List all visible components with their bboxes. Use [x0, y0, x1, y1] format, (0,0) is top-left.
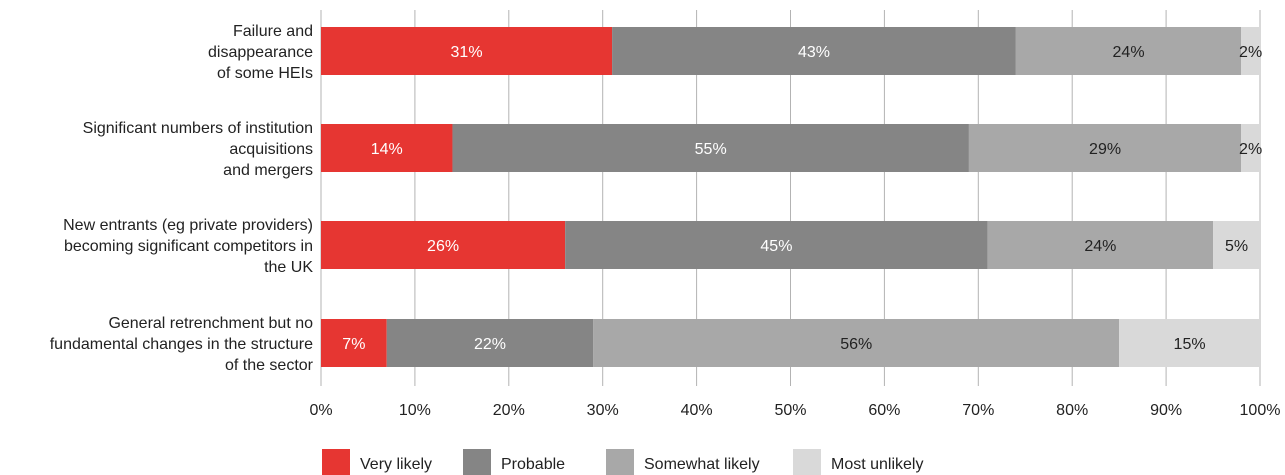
- bar-segment: [1119, 319, 1260, 367]
- bar-segment: [987, 221, 1214, 269]
- x-tick-label: 70%: [962, 402, 994, 419]
- x-tick-label: 10%: [399, 402, 431, 419]
- bar-segment: [321, 124, 453, 172]
- data-label: 43%: [798, 44, 830, 61]
- data-label: 2%: [1239, 141, 1262, 158]
- data-label: 29%: [1089, 141, 1121, 158]
- bars: 31% 43% 24% 2% 14% 55% 29% 2% 26% 45% 24% 5% 7% 22% 56…: [321, 27, 1262, 367]
- legend-swatch: [793, 449, 821, 475]
- category-label: of some HEIs: [217, 65, 313, 82]
- data-label: 56%: [840, 336, 872, 353]
- x-tick-label: 80%: [1056, 402, 1088, 419]
- legend-label: Very likely: [360, 456, 432, 473]
- data-label: 5%: [1225, 238, 1248, 255]
- x-tick-label: 50%: [774, 402, 806, 419]
- bar-segment: [321, 221, 566, 269]
- category-label: acquisitions: [229, 141, 313, 158]
- category-label: becoming significant competitors in: [64, 238, 313, 255]
- category-labels: Failure and disappearance of some HEIs Sign…: [50, 23, 314, 374]
- bar-segment: [321, 319, 387, 367]
- category-label: and mergers: [223, 162, 313, 179]
- bar-segment: [386, 319, 594, 367]
- bar-segment: [1015, 27, 1242, 75]
- data-label: 26%: [427, 238, 459, 255]
- legend-label: Probable: [501, 456, 565, 473]
- data-label: 22%: [474, 336, 506, 353]
- legend-swatch: [463, 449, 491, 475]
- data-label: 45%: [760, 238, 792, 255]
- bar-segment: [1241, 27, 1260, 75]
- category-label: of the sector: [225, 357, 314, 374]
- data-label: 24%: [1113, 44, 1145, 61]
- x-tick-label: 30%: [587, 402, 619, 419]
- legend-swatch: [322, 449, 350, 475]
- bar-segment: [1213, 221, 1260, 269]
- bar-segment: [968, 124, 1242, 172]
- x-tick-label: 60%: [868, 402, 900, 419]
- category-label: fundamental changes in the structure: [50, 336, 313, 353]
- x-tick-label: 20%: [493, 402, 525, 419]
- legend-swatch: [606, 449, 634, 475]
- data-label: 2%: [1239, 44, 1262, 61]
- category-label: Significant numbers of institution: [83, 120, 313, 137]
- bar-segment: [593, 319, 1120, 367]
- data-label: 24%: [1084, 238, 1116, 255]
- x-axis: 0% 10% 20% 30% 40% 50% 60% 70% 80% 90% 100%: [309, 402, 1280, 419]
- bar-segment: [612, 27, 1016, 75]
- legend-label: Most unlikely: [831, 456, 923, 473]
- x-tick-label: 100%: [1240, 402, 1281, 419]
- data-label: 14%: [371, 141, 403, 158]
- data-label: 55%: [695, 141, 727, 158]
- x-tick-label: 40%: [681, 402, 713, 419]
- category-label: disappearance: [208, 44, 313, 61]
- category-label: General retrenchment but no: [108, 315, 313, 332]
- x-tick-label: 0%: [309, 402, 332, 419]
- data-label: 15%: [1174, 336, 1206, 353]
- category-label: Failure and: [233, 23, 313, 40]
- category-label: the UK: [264, 259, 313, 276]
- bar-segment: [565, 221, 988, 269]
- legend-label: Somewhat likely: [644, 456, 760, 473]
- bar-segment: [452, 124, 969, 172]
- x-tick-label: 90%: [1150, 402, 1182, 419]
- category-label: New entrants (eg private providers): [63, 217, 313, 234]
- data-label: 31%: [451, 44, 483, 61]
- data-label: 7%: [342, 336, 365, 353]
- bar-segment: [321, 27, 613, 75]
- legend: Very likely Probable Somewhat likely Most u…: [322, 449, 923, 475]
- bar-segment: [1241, 124, 1260, 172]
